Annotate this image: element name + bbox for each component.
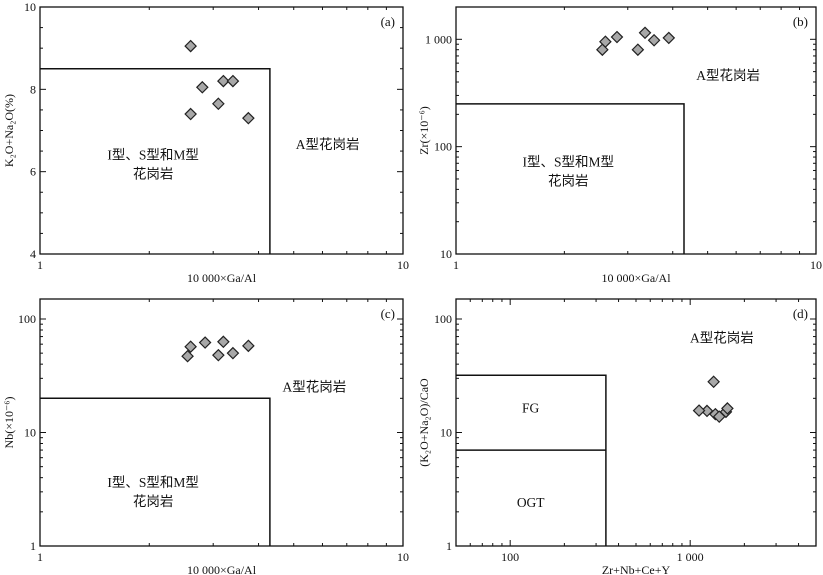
- y-tick-label: 10: [440, 247, 452, 261]
- plot-frame: [455, 6, 817, 255]
- x-tick-label: 1 000: [677, 550, 704, 564]
- field-boundary: [456, 374, 607, 546]
- x-tick-label: 1: [453, 258, 459, 272]
- x-tick-label: 10: [397, 550, 409, 564]
- y-axis-label: K₂O+Na₂O(%): [2, 94, 16, 167]
- x-axis-label: 10 000×Ga/Al: [187, 563, 257, 575]
- data-point: [647, 33, 661, 47]
- field-label: FG: [522, 401, 540, 416]
- data-point: [692, 404, 706, 417]
- x-tick-label: 10: [810, 258, 822, 272]
- panel-label: (a): [381, 14, 395, 29]
- y-axis-label: (K₂O+Na₂O)/CaO: [417, 378, 431, 467]
- field-label: A型花岗岩: [696, 68, 760, 83]
- y-tick-label: 8: [30, 82, 36, 96]
- data-point: [184, 107, 197, 121]
- data-point: [184, 340, 197, 354]
- data-point: [638, 26, 652, 40]
- data-point: [226, 74, 240, 88]
- plot-frame: [39, 298, 404, 547]
- y-tick-label: 1: [446, 539, 452, 553]
- x-tick-label: 100: [501, 550, 519, 564]
- panel-label: (c): [381, 306, 395, 321]
- x-axis-label: 10 000×Ga/Al: [601, 271, 671, 285]
- y-axis-label: Zr(×10⁻⁶): [417, 106, 431, 155]
- x-axis-label: Zr+Nb+Ce+Y: [602, 563, 671, 575]
- y-tick-label: 6: [30, 165, 36, 179]
- field-boundary: [40, 68, 271, 254]
- data-point: [610, 30, 624, 44]
- data-point: [217, 335, 230, 349]
- data-point: [631, 43, 645, 57]
- plot-frame: [39, 6, 404, 255]
- y-tick-label: 100: [18, 312, 36, 326]
- y-tick-label: 100: [434, 140, 452, 154]
- y-tick-label: 1: [30, 539, 36, 553]
- data-point: [212, 348, 225, 362]
- panel-c: 1 10 1 10 100 10 000×Ga/Al Nb(×10⁻⁶) (c) I型、S型和M…: [2, 298, 409, 575]
- data-point: [217, 74, 230, 88]
- field-boundary: [456, 103, 685, 254]
- y-axis-label: Nb(×10⁻⁶): [2, 397, 16, 449]
- data-point: [198, 336, 212, 349]
- x-axis-label: 10 000×Ga/Al: [187, 271, 257, 285]
- y-tick-label: 10: [440, 425, 452, 439]
- data-point: [662, 31, 676, 45]
- data-point: [242, 111, 255, 125]
- field-boundary: [40, 397, 271, 546]
- data-point: [184, 39, 197, 53]
- x-tick-label: 10: [397, 258, 409, 272]
- data-point: [707, 375, 720, 389]
- data-point: [181, 349, 194, 363]
- field-label: OGT: [517, 495, 545, 510]
- field-label: A型花岗岩: [283, 379, 347, 394]
- x-tick-label: 1: [37, 258, 43, 272]
- x-tick-label: 1: [37, 550, 43, 564]
- field-label: A型花岗岩: [296, 137, 360, 152]
- y-tick-label: 4: [30, 247, 36, 261]
- data-point: [226, 346, 240, 360]
- field-label: A型花岗岩: [690, 331, 754, 346]
- data-point: [195, 80, 209, 94]
- y-tick-label: 10: [24, 0, 36, 14]
- panel-label: (b): [793, 14, 808, 29]
- y-tick-label: 100: [434, 312, 452, 326]
- field-label: I型、S型和M型花岗岩: [107, 475, 199, 509]
- data-point: [721, 402, 734, 415]
- data-point: [212, 97, 225, 111]
- panel-label: (d): [793, 306, 808, 321]
- y-tick-label: 1 000: [425, 32, 452, 46]
- panel-a: 1 10 4 6 8 10 10 000×Ga/Al K₂O+Na₂O(%) (a) I型、S型和…: [2, 0, 409, 285]
- data-point: [242, 339, 255, 353]
- panel-d: 100 1 000 1 10 100 Zr+Nb+Ce+Y (K₂O+Na₂O)/CaO (d…: [417, 298, 817, 575]
- plot-frame: [455, 298, 817, 547]
- field-label: I型、S型和M型花岗岩: [522, 155, 614, 189]
- data-point: [599, 35, 612, 49]
- field-label: I型、S型和M型花岗岩: [107, 147, 199, 181]
- y-tick-label: 10: [24, 425, 36, 439]
